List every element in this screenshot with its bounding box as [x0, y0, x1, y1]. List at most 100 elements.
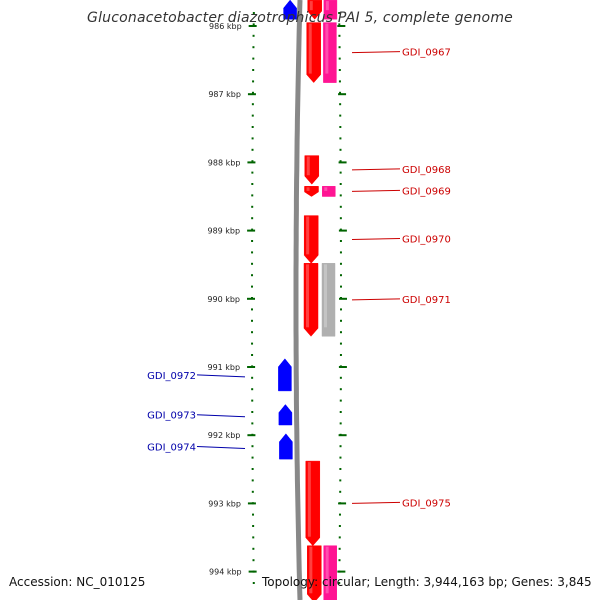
- gene-shine: [308, 23, 312, 74]
- left-tick-dot: [251, 445, 254, 448]
- left-tick-dot: [252, 536, 255, 539]
- right-tick-dot: [339, 411, 342, 413]
- gene-shine: [309, 546, 313, 594]
- left-tick-dot: [251, 171, 254, 174]
- gene-label-GDI_0970: GDI_0970: [402, 234, 451, 245]
- left-tick-dot: [251, 262, 254, 265]
- right-major-tick: [338, 366, 347, 368]
- gene-label-GDI_0973: GDI_0973: [147, 411, 196, 422]
- right-tick-dot: [338, 525, 341, 527]
- backbone-line: [293, 0, 303, 600]
- label-leader-GDI_0971: [351, 298, 401, 301]
- right-tick-dot: [339, 262, 342, 265]
- left-tick-dot: [252, 559, 255, 562]
- left-tick-dot: [251, 399, 254, 402]
- gene-shine: [306, 216, 310, 255]
- right-tick-dot: [339, 103, 342, 106]
- left-tick-dot: [251, 103, 254, 106]
- gene-label-GDI_0974: GDI_0974: [147, 442, 196, 453]
- left-major-tick: [247, 229, 256, 232]
- right-major-tick: [338, 297, 347, 300]
- gene-arrow-feature-7: [322, 186, 336, 197]
- left-tick-dot: [251, 285, 254, 288]
- tick-label-986: 986 kbp: [209, 22, 242, 31]
- left-tick-dot: [251, 274, 254, 277]
- map-title: Gluconacetobacter diazotrophicus PAI 5, …: [87, 10, 513, 26]
- left-tick-dot: [252, 525, 255, 527]
- right-tick-dot: [339, 114, 342, 117]
- right-major-tick: [338, 502, 347, 505]
- gene-arrow-GDI_0971: [303, 263, 319, 337]
- right-tick-dot: [338, 513, 341, 516]
- label-leader-GDI_0973: [196, 414, 246, 418]
- gene-shine: [325, 546, 329, 594]
- right-tick-dot: [339, 285, 342, 288]
- left-tick-dot: [251, 194, 254, 197]
- right-major-tick: [338, 434, 347, 437]
- left-major-tick: [247, 93, 256, 96]
- right-tick-dot: [339, 376, 342, 379]
- gene-arrow-feature-2: [283, 0, 297, 20]
- left-tick-dot: [251, 388, 254, 391]
- genome-backbone: [293, 0, 303, 600]
- tick-label-993: 993 kbp: [208, 499, 241, 508]
- tick-label-992: 992 kbp: [208, 431, 241, 440]
- right-tick-dot: [339, 445, 342, 448]
- right-tick-dot: [338, 559, 341, 562]
- left-tick-dot: [252, 34, 255, 37]
- left-tick-dot: [251, 422, 254, 425]
- gene-labels: GDI_0967 GDI_0968 GDI_0969 GDI_0970 GDI_0971…: [147, 48, 451, 510]
- left-major-tick: [247, 502, 256, 505]
- left-tick-dot: [251, 205, 254, 208]
- left-tick-dot: [251, 114, 254, 117]
- gene-arrow-GDI_0975: [305, 460, 321, 547]
- left-tick-dot: [251, 331, 254, 334]
- left-major-tick: [247, 161, 256, 164]
- left-tick-dot: [252, 69, 255, 71]
- left-tick-dot: [251, 411, 254, 413]
- left-tick-dot: [251, 490, 254, 493]
- right-tick-dot: [338, 12, 341, 14]
- right-tick-dot: [339, 205, 342, 208]
- left-tick-dot: [252, 513, 255, 516]
- label-leader-GDI_0970: [351, 237, 401, 240]
- tick-label-990: 990 kbp: [207, 295, 240, 304]
- gene-shine: [325, 1, 329, 11]
- left-tick-dot: [252, 547, 255, 550]
- tick-label-989: 989 kbp: [207, 227, 240, 236]
- label-leader-GDI_0975: [351, 501, 401, 504]
- right-major-tick: [338, 161, 347, 164]
- gene-arrow-feature-0: [307, 0, 322, 20]
- right-tick-dot: [339, 342, 342, 345]
- label-leader-GDI_0968: [351, 168, 401, 171]
- label-leader-GDI_0967: [351, 51, 401, 54]
- ruler-ticks: 986 kbp 987 kbp 988 kbp 989 kbp 990 kbp 991 k…: [207, 12, 347, 584]
- tick-label-991: 991 kbp: [207, 363, 240, 372]
- left-tick-dot: [251, 240, 254, 242]
- left-tick-dot: [252, 12, 255, 14]
- gene-shine: [324, 264, 327, 328]
- left-tick-dot: [251, 354, 254, 356]
- right-tick-dot: [339, 388, 342, 391]
- tick-label-987: 987 kbp: [208, 90, 241, 99]
- left-tick-dot: [251, 251, 254, 254]
- right-tick-dot: [339, 319, 342, 322]
- right-tick-dot: [339, 126, 342, 128]
- right-tick-dot: [339, 240, 342, 242]
- right-tick-dot: [339, 194, 342, 197]
- label-leader-GDI_0969: [351, 189, 401, 192]
- right-tick-dot: [339, 490, 342, 493]
- gene-shine: [307, 462, 311, 537]
- gene-arrow-feature-10: [321, 263, 336, 337]
- gene-label-GDI_0968: GDI_0968: [402, 165, 451, 176]
- left-major-tick: [248, 570, 257, 573]
- gene-shine: [309, 1, 313, 11]
- left-major-tick: [247, 297, 256, 300]
- right-tick-dot: [338, 57, 341, 60]
- gene-shine: [306, 156, 310, 176]
- tick-label-994: 994 kbp: [209, 568, 242, 577]
- left-major-tick: [247, 366, 256, 368]
- left-tick-dot: [251, 183, 254, 185]
- left-tick-dot: [252, 23, 255, 26]
- gene-label-GDI_0972: GDI_0972: [147, 371, 196, 382]
